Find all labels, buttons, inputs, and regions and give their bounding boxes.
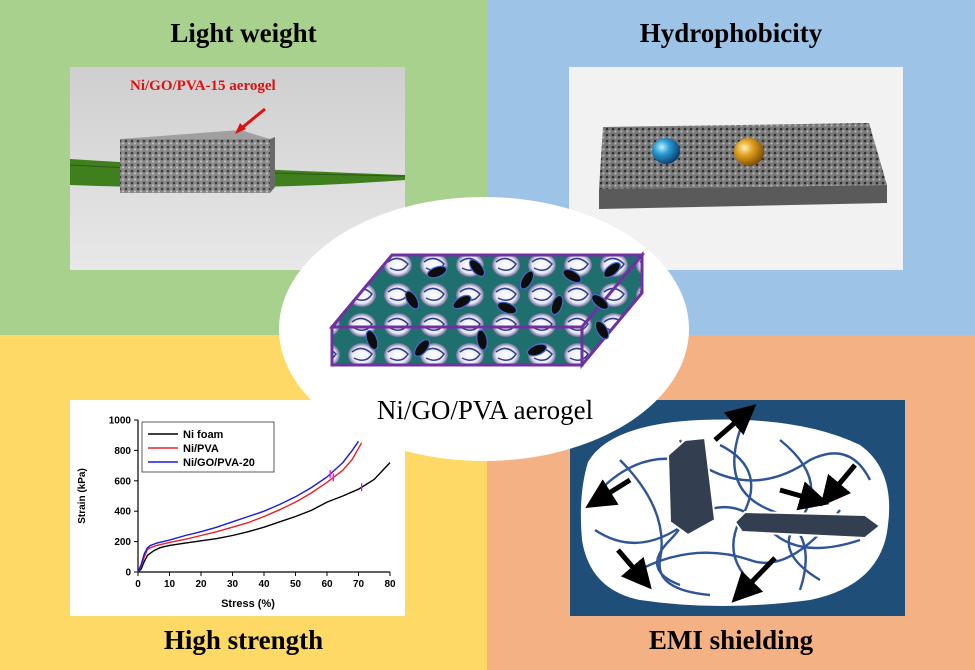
chart-xlabel: Stress (%) (221, 598, 275, 610)
y-axis-ticks: 0 200 400 600 800 1000 (109, 416, 138, 579)
x-axis-ticks: 0 10 20 30 40 50 60 70 80 (135, 572, 396, 590)
y-tick-label: 200 (114, 537, 131, 548)
y-tick-label: 600 (114, 476, 131, 487)
aerogel-schematic-bubble (272, 190, 696, 468)
y-tick-label: 400 (114, 507, 131, 518)
series-line-ni-pva (137, 442, 363, 573)
y-tick-label: 800 (114, 446, 131, 457)
water-droplets-photo (569, 67, 903, 270)
x-tick-label: 10 (164, 579, 176, 590)
x-tick-label: 0 (135, 579, 141, 590)
light-weight-heading: Light weight (170, 18, 317, 48)
x-tick-label: 80 (384, 579, 396, 590)
hydrophobicity-heading: Hydrophobicity (639, 18, 823, 48)
chart-series (137, 440, 391, 573)
graphene-sheet-shape (733, 510, 882, 540)
legend-label: Ni foam (183, 429, 224, 441)
y-tick-label: 0 (125, 568, 131, 579)
aerogel-center-label: Ni/GO/PVA aerogel (376, 395, 594, 425)
series-line-ni-go-pva-20 (137, 440, 360, 573)
series-line-ni-foam (137, 462, 391, 573)
x-tick-label: 30 (227, 579, 239, 590)
x-tick-label: 20 (195, 579, 207, 590)
emi-shielding-illustration (570, 400, 905, 616)
x-tick-label: 60 (321, 579, 333, 590)
x-tick-label: 50 (290, 579, 302, 590)
legend-label: Ni/GO/PVA-20 (183, 457, 255, 469)
aerogel-annotation-label: Ni/GO/PVA-15 aerogel (130, 78, 276, 94)
chart-legend: Ni foam Ni/PVA Ni/GO/PVA-20 (141, 421, 275, 473)
stress-strain-chart: 0 10 20 30 40 50 60 70 80 0 200 400 600 800 1000 Stre… (70, 400, 405, 616)
emi-shielding-heading: EMI shielding (648, 625, 814, 655)
chart-ylabel: Strain (kPa) (77, 468, 88, 524)
high-strength-heading: High strength (163, 625, 324, 655)
graphene-sheet-shape (666, 436, 717, 537)
legend-label: Ni/PVA (183, 443, 219, 455)
x-tick-label: 40 (258, 579, 270, 590)
x-tick-label: 70 (353, 579, 365, 590)
y-tick-label: 1000 (109, 416, 132, 427)
